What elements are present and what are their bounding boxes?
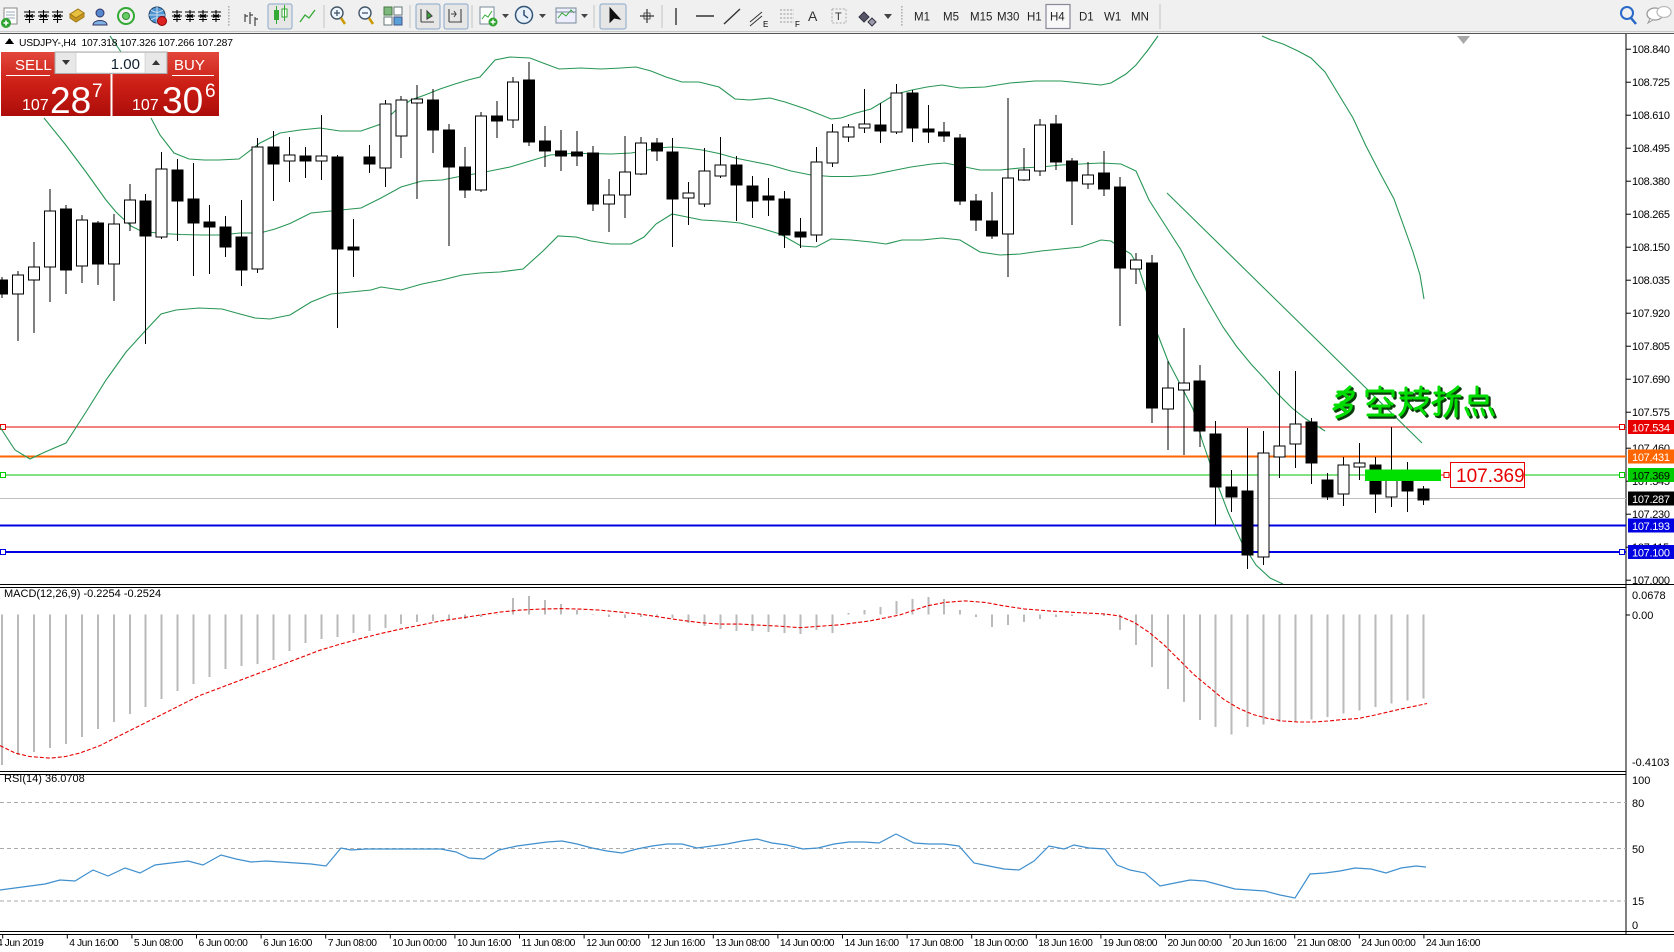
svg-text:17 Jun 08:00: 17 Jun 08:00 [909,938,964,949]
svg-text:24 Jun 16:00: 24 Jun 16:00 [1426,938,1481,949]
svg-text:107.100: 107.100 [1632,548,1670,560]
svg-text:MACD(12,26,9) -0.2254 -0.2524: MACD(12,26,9) -0.2254 -0.2524 [4,588,161,600]
svg-text:80: 80 [1632,798,1644,810]
svg-text:4 Jun 2019: 4 Jun 2019 [0,938,44,949]
svg-text:11 Jun 08:00: 11 Jun 08:00 [522,938,576,949]
svg-text:1.00: 1.00 [111,56,140,73]
svg-text:W1: W1 [1104,12,1121,24]
svg-text:107.534: 107.534 [1632,423,1670,435]
svg-text:14 Jun 00:00: 14 Jun 00:00 [780,938,835,949]
svg-text:5 Jun 08:00: 5 Jun 08:00 [134,938,184,949]
svg-text:15: 15 [1632,896,1644,908]
svg-text:108.840: 108.840 [1632,44,1670,56]
svg-text:A: A [808,8,818,24]
svg-text:108.150: 108.150 [1632,242,1670,254]
svg-text:6 Jun 00:00: 6 Jun 00:00 [199,938,249,949]
svg-text:12 Jun 00:00: 12 Jun 00:00 [586,938,641,949]
svg-text:10 Jun 16:00: 10 Jun 16:00 [457,938,512,949]
svg-text:21 Jun 08:00: 21 Jun 08:00 [1297,938,1352,949]
svg-text:USDJPY-,H4 107.318 107.326 10: USDJPY-,H4 107.318 107.326 107.266 107.2… [19,38,233,49]
svg-text:T: T [835,11,842,23]
svg-text:107.287: 107.287 [1632,494,1670,506]
svg-text:108.495: 108.495 [1632,143,1670,155]
svg-text:0.00: 0.00 [1632,610,1653,622]
svg-text:M15: M15 [970,12,992,24]
svg-text:7 Jun 08:00: 7 Jun 08:00 [328,938,378,949]
svg-text:107.805: 107.805 [1632,341,1670,353]
svg-text:107.575: 107.575 [1632,407,1670,419]
svg-text:6: 6 [205,81,216,102]
svg-text:107.690: 107.690 [1632,374,1670,386]
svg-text:108.610: 108.610 [1632,110,1670,122]
svg-text:BUY: BUY [174,57,205,74]
svg-text:107.000: 107.000 [1632,575,1670,587]
svg-text:10 Jun 00:00: 10 Jun 00:00 [392,938,447,949]
svg-text:107.230: 107.230 [1632,509,1670,521]
svg-text:20 Jun 00:00: 20 Jun 00:00 [1168,938,1223,949]
svg-text:0.0678: 0.0678 [1632,590,1666,602]
svg-text:107.193: 107.193 [1632,521,1670,533]
svg-text:18 Jun 00:00: 18 Jun 00:00 [974,938,1029,949]
svg-text:4 Jun 16:00: 4 Jun 16:00 [69,938,119,949]
svg-text:M30: M30 [997,12,1019,24]
svg-text:19 Jun 08:00: 19 Jun 08:00 [1103,938,1158,949]
svg-text:H1: H1 [1027,12,1042,24]
svg-text:7: 7 [92,81,103,102]
svg-text:107.431: 107.431 [1632,452,1670,464]
svg-text:MN: MN [1131,12,1149,24]
svg-text:13 Jun 08:00: 13 Jun 08:00 [715,938,770,949]
svg-text:108.380: 108.380 [1632,176,1670,188]
svg-text:107: 107 [22,97,49,114]
svg-text:107.369: 107.369 [1456,466,1525,487]
svg-text:14 Jun 16:00: 14 Jun 16:00 [845,938,900,949]
svg-text:20 Jun 16:00: 20 Jun 16:00 [1232,938,1287,949]
svg-text:-0.4103: -0.4103 [1632,757,1669,769]
svg-text:12 Jun 16:00: 12 Jun 16:00 [651,938,706,949]
svg-text:6 Jun 16:00: 6 Jun 16:00 [263,938,313,949]
svg-text:108.035: 108.035 [1632,275,1670,287]
svg-text:E: E [763,20,768,29]
svg-text:107: 107 [132,97,159,114]
svg-text:24 Jun 00:00: 24 Jun 00:00 [1361,938,1416,949]
svg-text:H4: H4 [1050,12,1065,24]
svg-text:RSI(14) 36.0708: RSI(14) 36.0708 [4,773,85,785]
svg-text:100: 100 [1632,775,1650,787]
svg-text:107.369: 107.369 [1632,471,1670,483]
svg-text:M5: M5 [943,12,959,24]
svg-text:0: 0 [1632,920,1638,932]
svg-text:107.920: 107.920 [1632,308,1670,320]
svg-text:28: 28 [50,80,91,121]
svg-text:50: 50 [1632,844,1644,856]
svg-text:M1: M1 [914,12,930,24]
svg-text:D1: D1 [1079,12,1094,24]
svg-text:30: 30 [162,80,203,121]
svg-text:SELL: SELL [15,57,52,74]
svg-text:108.265: 108.265 [1632,209,1670,221]
svg-text:108.725: 108.725 [1632,77,1670,89]
svg-text:F: F [795,20,800,29]
svg-text:18 Jun 16:00: 18 Jun 16:00 [1038,938,1093,949]
